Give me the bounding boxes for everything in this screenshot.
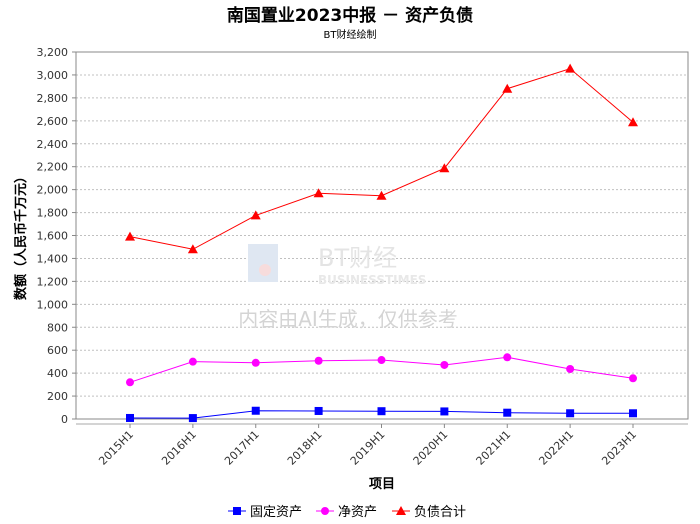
y-tick-label: 2,800 xyxy=(37,92,69,105)
y-tick-label: 2,400 xyxy=(37,138,69,151)
data-point xyxy=(502,83,513,93)
watermark: BT财经 BUSINESSTIMES 内容由AI生成，仅供参考 xyxy=(238,244,458,331)
chart-title: 南国置业2023中报 － 资产负债 xyxy=(227,5,473,26)
watermark-logo xyxy=(248,244,278,282)
data-point xyxy=(376,190,387,200)
series-0 xyxy=(126,406,637,423)
series-group xyxy=(125,63,638,423)
data-point xyxy=(565,63,576,73)
y-tick-label: 1,800 xyxy=(37,207,69,220)
data-point xyxy=(251,358,260,367)
legend-item[interactable]: 负债合计 xyxy=(392,505,466,520)
data-point xyxy=(440,407,449,416)
y-tick-label: 800 xyxy=(47,321,68,334)
x-tick-label: 2019H1 xyxy=(348,428,388,468)
legend-marker xyxy=(396,506,406,515)
data-point xyxy=(188,414,197,423)
y-axis-label: 数额（人民币千万元） xyxy=(13,170,29,300)
data-point xyxy=(187,244,198,254)
data-point xyxy=(503,408,512,417)
data-point xyxy=(566,364,575,373)
x-tick-label: 2021H1 xyxy=(474,428,514,468)
watermark-notice: 内容由AI生成，仅供参考 xyxy=(238,307,458,331)
y-tick-label: 3,200 xyxy=(37,46,69,59)
legend-label: 固定资产 xyxy=(250,505,302,520)
data-point xyxy=(251,406,260,415)
data-point xyxy=(566,409,575,418)
y-tick-label: 400 xyxy=(47,367,68,380)
x-tick-label: 2020H1 xyxy=(411,428,451,468)
series-line xyxy=(129,68,634,250)
series-1 xyxy=(126,353,637,387)
data-point xyxy=(377,356,386,365)
x-tick-label: 2015H1 xyxy=(96,428,136,468)
data-point xyxy=(377,407,386,416)
legend-marker xyxy=(233,507,241,515)
y-tick-label: 600 xyxy=(47,344,68,357)
y-tick-label: 3,000 xyxy=(37,69,69,82)
x-tick-label: 2023H1 xyxy=(599,428,639,468)
x-tick-label: 2022H1 xyxy=(536,428,576,468)
x-tick-label: 2018H1 xyxy=(285,428,325,468)
y-tick-label: 1,600 xyxy=(37,230,69,243)
data-point xyxy=(313,188,324,198)
data-point xyxy=(440,360,449,369)
y-tick-label: 2,200 xyxy=(37,161,69,174)
data-point xyxy=(188,357,197,366)
watermark-brand-en: BUSINESSTIMES xyxy=(318,273,426,287)
data-point xyxy=(629,374,637,383)
data-point xyxy=(126,378,134,387)
data-point xyxy=(314,406,323,415)
x-axis-label: 项目 xyxy=(369,477,395,492)
x-tick-label: 2016H1 xyxy=(159,428,199,468)
y-tick-label: 1,400 xyxy=(37,252,69,265)
watermark-brand: BT财经 xyxy=(318,244,397,272)
y-tick-label: 2,000 xyxy=(37,184,69,197)
data-point xyxy=(126,413,134,422)
series-2 xyxy=(125,63,638,254)
data-point xyxy=(125,231,135,241)
chart-subtitle: BT财经绘制 xyxy=(324,28,377,41)
legend-marker xyxy=(321,507,329,515)
data-point xyxy=(250,210,261,220)
data-point xyxy=(503,353,512,362)
x-axis: 2015H1 2016H1 2017H1 2018H1 2019H1 2020H1 2021… xyxy=(76,423,688,468)
data-point xyxy=(439,163,450,173)
data-point xyxy=(629,409,637,418)
data-point xyxy=(314,356,323,365)
y-tick-label: 200 xyxy=(47,390,68,403)
legend-label: 净资产 xyxy=(338,505,377,520)
y-tick-label: 2,600 xyxy=(37,115,69,128)
data-point xyxy=(628,117,638,127)
legend-label: 负债合计 xyxy=(414,505,466,520)
legend-item[interactable]: 净资产 xyxy=(316,505,377,520)
y-axis: 0 200 400 600 800 1,000 1,200 1,400 1,600 1,800 2,… xyxy=(37,46,76,426)
y-tick-label: 1,200 xyxy=(37,275,69,288)
legend: 固定资产 净资产 负债合计 xyxy=(228,505,466,520)
y-tick-label: 1,000 xyxy=(37,298,69,311)
watermark-logo-dot xyxy=(259,264,271,276)
y-tick-label: 0 xyxy=(61,413,68,426)
x-tick-label: 2017H1 xyxy=(222,428,262,468)
legend-item[interactable]: 固定资产 xyxy=(228,505,302,520)
